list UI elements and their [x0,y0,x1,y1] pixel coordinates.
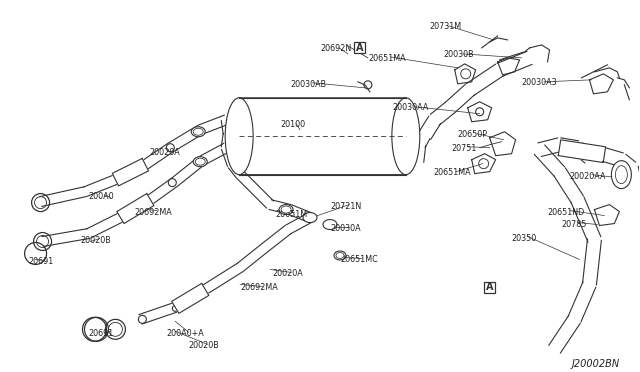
Text: A: A [486,282,493,292]
Text: 20020A: 20020A [149,148,180,157]
Polygon shape [112,158,148,186]
Ellipse shape [616,166,627,184]
Text: A: A [356,43,364,53]
Text: 20785: 20785 [561,219,587,228]
Text: 20020B: 20020B [81,235,111,244]
Text: 20692MA: 20692MA [134,208,172,217]
Text: 20020AA: 20020AA [570,171,606,181]
Text: 20691: 20691 [29,257,54,266]
Text: 20030AB: 20030AB [290,80,326,89]
Bar [355,42,365,54]
Ellipse shape [225,98,253,174]
Text: 20350: 20350 [511,234,537,243]
Text: 20030AA: 20030AA [393,103,429,112]
Text: 20030B: 20030B [444,50,474,59]
Text: 20030A: 20030A [330,224,360,232]
Text: 20692N: 20692N [320,44,351,53]
Polygon shape [117,193,154,224]
Ellipse shape [195,158,205,165]
Text: 20100: 20100 [280,120,305,129]
Ellipse shape [334,251,346,260]
Ellipse shape [281,206,291,213]
Text: J20002BN: J20002BN [572,359,620,369]
Ellipse shape [193,157,207,167]
Polygon shape [172,283,209,313]
Text: 20691: 20691 [88,329,114,338]
Ellipse shape [279,205,293,215]
Ellipse shape [323,219,337,230]
Ellipse shape [611,161,632,189]
Text: 20651MA: 20651MA [434,168,472,177]
Text: 20731M: 20731M [430,22,462,31]
Text: 20751: 20751 [452,144,477,153]
Text: 20650P: 20650P [458,130,488,139]
Text: 20721N: 20721N [330,202,361,211]
Text: 20651M: 20651M [275,209,307,219]
Text: 20030A3: 20030A3 [522,78,557,87]
Polygon shape [558,140,605,163]
FancyBboxPatch shape [239,98,406,174]
Text: 200A0: 200A0 [88,192,114,201]
Text: 200A0+A: 200A0+A [166,329,204,338]
Ellipse shape [191,127,205,137]
Text: 20020A: 20020A [272,269,303,279]
Text: 20692MA: 20692MA [240,283,278,292]
Ellipse shape [193,128,204,135]
Bar [484,282,495,293]
Text: 20651MA: 20651MA [368,54,406,63]
Ellipse shape [303,212,317,222]
Text: 20020B: 20020B [188,341,219,350]
Ellipse shape [336,253,344,259]
Text: 20651ND: 20651ND [548,208,585,217]
Text: 20651MC: 20651MC [340,256,378,264]
Ellipse shape [392,98,420,174]
